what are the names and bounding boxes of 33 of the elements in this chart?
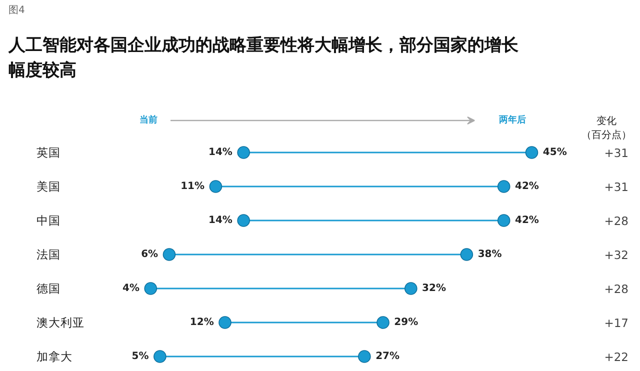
category-label: 法国 bbox=[36, 248, 60, 262]
data-label: 32% bbox=[422, 283, 446, 294]
category-label: 中国 bbox=[36, 214, 60, 228]
data-label: 6% bbox=[141, 249, 158, 260]
caption: 图4 bbox=[8, 5, 25, 16]
category-label: 澳大利亚 bbox=[36, 316, 84, 330]
category-label: 加拿大 bbox=[36, 350, 72, 364]
data-label: 42% bbox=[515, 215, 539, 226]
category-label: 德国 bbox=[36, 282, 60, 296]
data-label: 11% bbox=[180, 181, 205, 192]
data-label: 14% bbox=[208, 147, 232, 158]
text: +17 bbox=[604, 316, 629, 330]
data-label: 14% bbox=[208, 215, 232, 226]
data-label: 12% bbox=[190, 317, 214, 328]
category-label: 美国 bbox=[36, 180, 60, 194]
data-label: 27% bbox=[376, 351, 400, 362]
text: +22 bbox=[604, 350, 629, 364]
data-label: 29% bbox=[394, 317, 418, 328]
text: +28 bbox=[604, 214, 629, 228]
legend-label: 当前 bbox=[140, 114, 158, 126]
text: 人工智能对各国企业成功的战略重要性将大幅增长，部分国家的增长幅度较高 bbox=[8, 36, 520, 80]
data-label: 4% bbox=[122, 283, 140, 294]
data-label: 38% bbox=[478, 249, 502, 260]
legend-label: 两年后 bbox=[498, 114, 526, 126]
data-label: 5% bbox=[132, 351, 149, 362]
text: +31 bbox=[604, 146, 629, 160]
data-label: 45% bbox=[542, 147, 567, 158]
text: +28 bbox=[604, 282, 629, 296]
data-label: 42% bbox=[515, 181, 539, 192]
text: +32 bbox=[604, 248, 629, 262]
text: +31 bbox=[604, 180, 629, 194]
category-label: 英国 bbox=[36, 146, 60, 160]
text: 变化（百分点） bbox=[582, 115, 632, 141]
